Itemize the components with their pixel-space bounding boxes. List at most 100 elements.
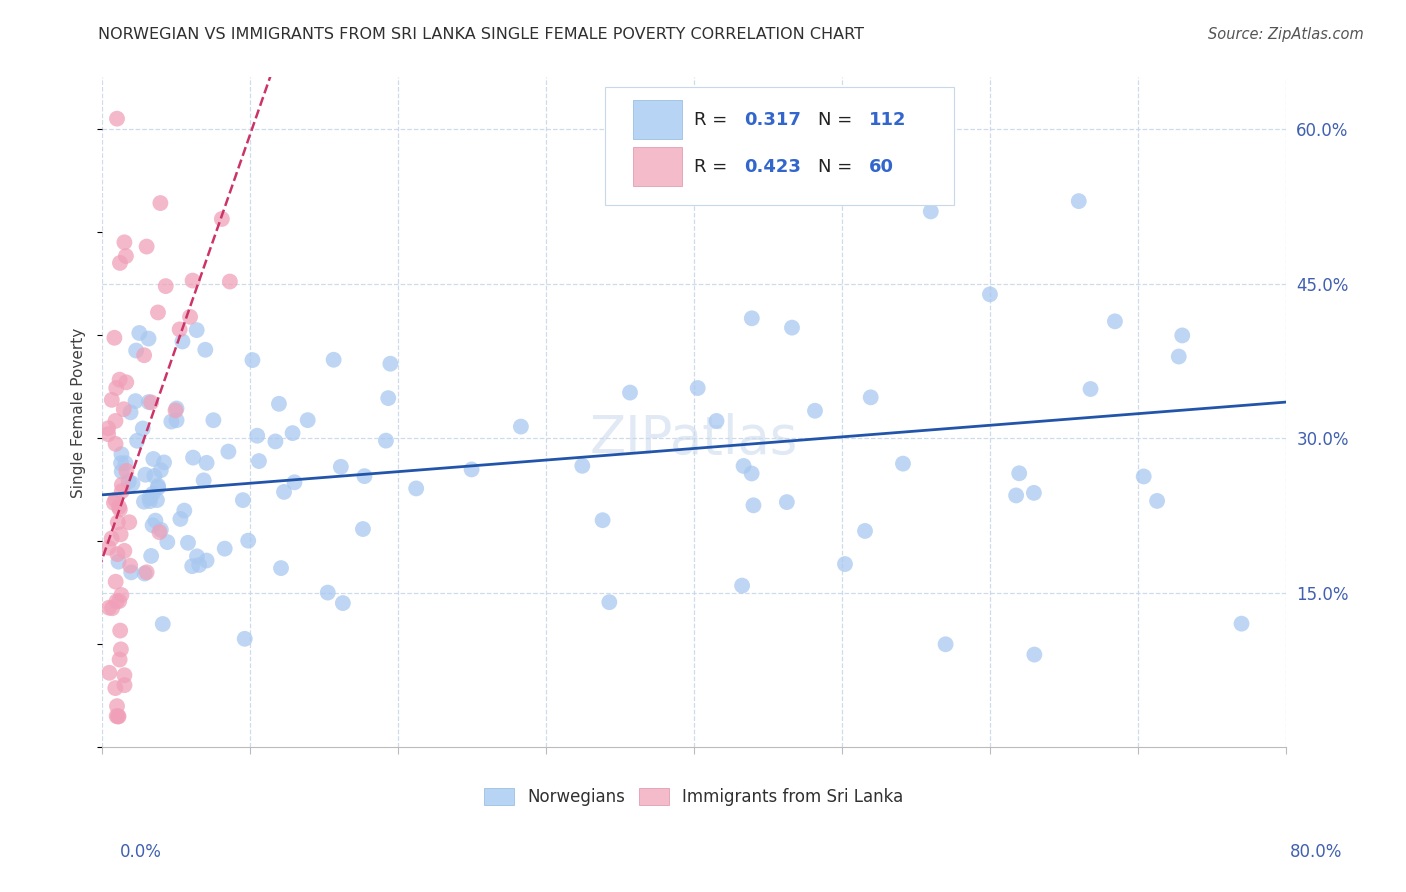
Point: [112, 235, 135, 250]
Point: [142, 518, 165, 533]
Point: [1067, 194, 1090, 208]
Point: [97, 541, 120, 555]
Point: [188, 558, 211, 572]
Point: [177, 536, 200, 550]
Point: [780, 320, 803, 334]
Point: [105, 699, 128, 714]
Point: [110, 642, 132, 657]
Point: [146, 481, 169, 495]
Point: [195, 456, 218, 470]
Point: [104, 414, 127, 428]
Point: [935, 637, 957, 651]
Point: [110, 447, 132, 461]
Point: [1022, 486, 1045, 500]
Point: [134, 348, 156, 362]
Point: [166, 413, 188, 427]
Point: [121, 476, 143, 491]
Point: [114, 678, 136, 692]
Point: [920, 204, 942, 219]
Point: [104, 681, 127, 695]
Point: [112, 402, 135, 417]
Point: [834, 557, 856, 571]
Point: [115, 376, 138, 390]
Point: [98, 600, 121, 615]
Point: [104, 574, 127, 589]
Point: [112, 668, 135, 682]
Point: [97, 421, 120, 435]
Point: [202, 413, 225, 427]
Point: [120, 566, 142, 580]
Point: [146, 479, 169, 493]
Point: [142, 452, 165, 467]
Point: [111, 484, 134, 499]
Point: [124, 394, 146, 409]
Point: [152, 617, 174, 632]
Point: [186, 323, 208, 337]
Point: [460, 462, 482, 476]
Point: [135, 239, 157, 253]
Point: [281, 426, 304, 441]
Point: [127, 434, 149, 448]
Point: [155, 279, 177, 293]
Point: [592, 513, 614, 527]
Point: [979, 287, 1001, 301]
Point: [156, 535, 179, 549]
Point: [238, 533, 260, 548]
Point: [247, 454, 270, 468]
Point: [98, 665, 121, 680]
Point: [118, 515, 141, 529]
Point: [125, 343, 148, 358]
Point: [741, 467, 763, 481]
Point: [186, 549, 208, 564]
Point: [97, 427, 120, 442]
Text: 0.0%: 0.0%: [120, 843, 162, 861]
Point: [118, 475, 141, 489]
Point: [859, 390, 882, 404]
Point: [132, 421, 155, 435]
Point: [217, 444, 239, 458]
Point: [194, 343, 217, 357]
Point: [160, 415, 183, 429]
Point: [146, 305, 169, 319]
Point: [105, 547, 128, 561]
Point: [153, 455, 176, 469]
FancyBboxPatch shape: [633, 147, 682, 186]
Point: [598, 595, 620, 609]
Point: [108, 502, 131, 516]
Point: [115, 464, 138, 478]
Point: [273, 484, 295, 499]
FancyBboxPatch shape: [605, 87, 955, 205]
Point: [111, 465, 134, 479]
Point: [107, 709, 129, 723]
Point: [169, 512, 191, 526]
Text: N =: N =: [818, 111, 858, 128]
Point: [132, 494, 155, 508]
Point: [105, 594, 128, 608]
Point: [108, 500, 131, 514]
Point: [146, 493, 169, 508]
Point: [297, 413, 319, 427]
Point: [107, 709, 129, 723]
Point: [105, 112, 128, 126]
Point: [1008, 467, 1031, 481]
Text: 80.0%: 80.0%: [1291, 843, 1343, 861]
Point: [353, 469, 375, 483]
Point: [380, 357, 402, 371]
Point: [138, 491, 160, 505]
Point: [509, 419, 531, 434]
Point: [776, 495, 799, 509]
Point: [233, 632, 256, 646]
Point: [329, 459, 352, 474]
Point: [853, 524, 876, 538]
Point: [110, 456, 132, 470]
Point: [143, 469, 166, 483]
Point: [114, 456, 136, 470]
Point: [135, 566, 157, 580]
Point: [148, 525, 170, 540]
Point: [111, 477, 134, 491]
Point: [214, 541, 236, 556]
Point: [1171, 328, 1194, 343]
Point: [115, 249, 138, 263]
Point: [110, 527, 132, 541]
Point: [138, 332, 160, 346]
